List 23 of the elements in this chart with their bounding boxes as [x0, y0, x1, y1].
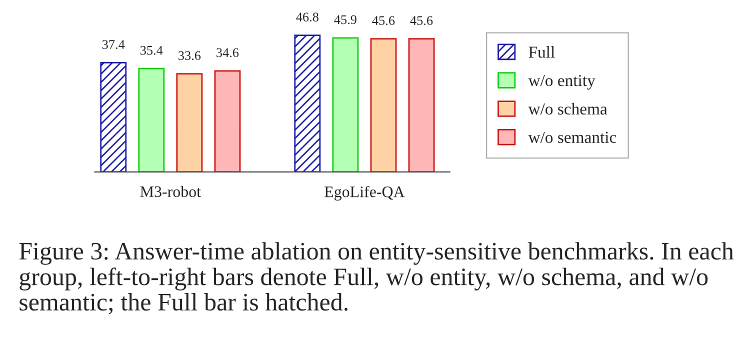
bar — [176, 73, 203, 172]
data-label: 35.4 — [140, 46, 163, 55]
bar — [408, 38, 435, 172]
bar — [370, 38, 397, 172]
data-label: 46.8 — [296, 12, 318, 22]
legend-label: w/o semantic — [528, 132, 616, 143]
bar — [100, 62, 127, 172]
legend-label: w/o schema — [528, 102, 608, 115]
bar — [214, 70, 241, 172]
data-label: 45.9 — [334, 15, 356, 24]
data-label: 33.6 — [178, 51, 201, 60]
bar — [294, 34, 321, 172]
legend-label: w/o entity — [528, 74, 596, 90]
x-tick-label: EgoLife-QA — [324, 186, 405, 201]
data-label: 45.6 — [410, 16, 433, 26]
bar — [138, 68, 165, 172]
bar — [332, 37, 359, 172]
data-label: 45.6 — [372, 16, 395, 26]
legend-label: Full — [528, 46, 555, 58]
caption: Figure 3: Answer-time ablation on entity-sensitive benchmarks. In each group, left-to-right bars denote Full, w/o entity, w/o schema, and w/o semantic; the Full bar is hatched. — [19, 242, 734, 314]
data-label: 34.6 — [216, 48, 239, 58]
x-tick-label: M3-robot — [140, 186, 201, 198]
data-label: 37.4 — [102, 40, 125, 49]
